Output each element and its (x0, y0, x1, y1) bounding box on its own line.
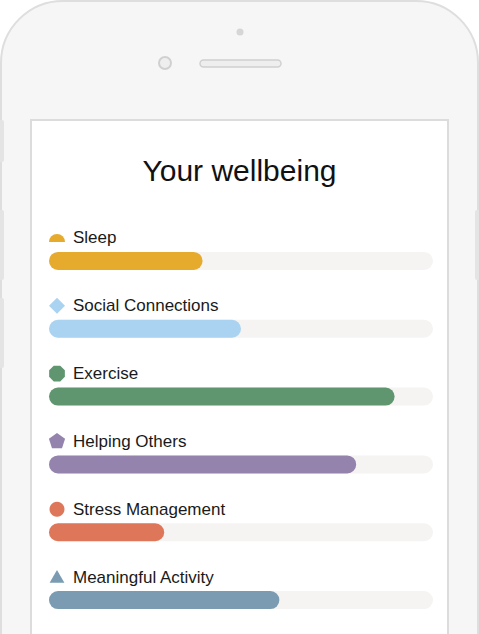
svg-text:Stress Management: Stress Management (73, 500, 225, 519)
svg-text:Your wellbeing: Your wellbeing (142, 154, 336, 187)
svg-text:Sleep: Sleep (73, 228, 116, 247)
svg-text:Social Connections: Social Connections (73, 296, 219, 315)
svg-text:Meaningful Activity: Meaningful Activity (73, 568, 214, 587)
svg-text:Exercise: Exercise (73, 364, 138, 383)
svg-text:Helping Others: Helping Others (73, 432, 186, 451)
